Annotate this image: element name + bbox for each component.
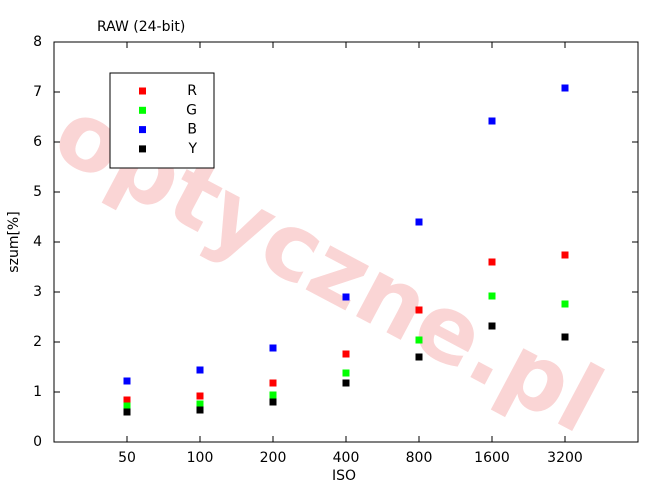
legend-marker <box>139 126 146 134</box>
y-tick-label: 0 <box>33 434 42 450</box>
point <box>561 333 569 341</box>
y-tick-label: 2 <box>33 334 42 350</box>
point <box>488 292 496 300</box>
point <box>488 117 496 125</box>
x-tick-label: 800 <box>406 450 433 466</box>
legend-label: G <box>186 102 197 118</box>
legend-label: B <box>187 122 197 138</box>
point <box>196 400 204 408</box>
point <box>269 344 277 352</box>
point <box>269 379 277 387</box>
point <box>196 366 204 374</box>
legend-marker <box>139 145 146 153</box>
y-axis-label: szum[%] <box>6 211 22 272</box>
point <box>269 398 277 406</box>
point <box>196 392 204 400</box>
y-tick-label: 4 <box>33 234 42 250</box>
x-tick-label: 1600 <box>474 450 510 466</box>
y-tick-label: 5 <box>33 184 42 200</box>
legend-label: R <box>187 83 197 99</box>
legend-marker <box>139 106 146 114</box>
point <box>123 377 131 385</box>
point <box>415 218 423 226</box>
point <box>488 322 496 330</box>
x-axis-label: ISO <box>332 468 356 484</box>
y-tick-label: 6 <box>33 134 42 150</box>
legend-box <box>109 72 215 169</box>
point <box>415 336 423 344</box>
point <box>415 353 423 361</box>
point <box>561 251 569 259</box>
point <box>123 396 131 404</box>
chart-title: RAW (24-bit) <box>97 19 185 35</box>
point <box>488 258 496 266</box>
point <box>269 391 277 399</box>
point <box>561 300 569 308</box>
x-tick-label: 400 <box>333 450 360 466</box>
x-tick-label: 200 <box>260 450 287 466</box>
legend-marker <box>139 87 146 95</box>
point <box>196 406 204 414</box>
point <box>342 369 350 377</box>
point <box>123 402 131 410</box>
point <box>123 408 131 416</box>
point <box>342 350 350 358</box>
point <box>415 306 423 314</box>
x-tick-label: 50 <box>118 450 136 466</box>
x-tick-label: 100 <box>187 450 214 466</box>
y-tick-label: 7 <box>33 84 42 100</box>
y-tick-label: 8 <box>33 34 42 50</box>
point <box>561 84 569 92</box>
legend-label: Y <box>187 141 197 157</box>
y-tick-label: 1 <box>33 384 42 400</box>
point <box>342 293 350 301</box>
point <box>342 379 350 387</box>
x-tick-label: 3200 <box>547 450 583 466</box>
y-tick-label: 3 <box>33 284 42 300</box>
